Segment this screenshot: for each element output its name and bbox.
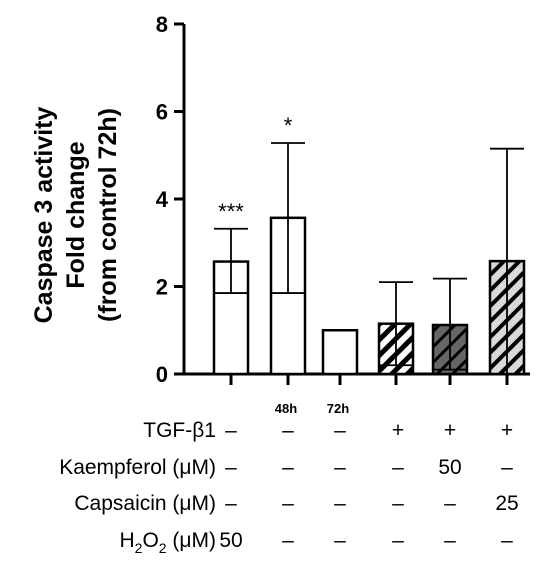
category-labels: 48h 72h (275, 401, 349, 416)
treatment-cell: – (444, 529, 456, 552)
significance-marker: * (284, 113, 293, 138)
treatment-cell: – (282, 456, 294, 479)
y-tick-label: 6 (156, 100, 168, 125)
treatment-row-label: H2O2 (μM) (119, 529, 216, 556)
treatment-row-label: Capsaicin (μM) (74, 492, 216, 515)
treatment-cell: – (334, 529, 346, 552)
treatment-cell: – (334, 456, 346, 479)
treatment-cell: – (282, 419, 294, 442)
y-tick-label: 8 (156, 12, 168, 37)
treatment-cell: – (392, 456, 404, 479)
y-tick-label: 0 (156, 362, 168, 387)
treatment-cell: – (282, 492, 294, 515)
treatment-cell: – (444, 492, 456, 515)
bar (321, 329, 359, 376)
treatment-cell: + (501, 419, 513, 442)
significance-marker: *** (218, 199, 244, 224)
y-axis-label-line-3: (from control 72h) (94, 108, 122, 322)
bar (212, 260, 250, 376)
treatment-cell: + (444, 419, 456, 442)
treatment-cell: – (225, 492, 237, 515)
treatment-cell: – (334, 419, 346, 442)
bars (212, 216, 526, 376)
treatment-cell: + (392, 419, 404, 442)
treatment-cell: – (392, 492, 404, 515)
treatment-cell: – (334, 492, 346, 515)
category-label: 48h (275, 401, 297, 416)
y-tick-label: 2 (156, 275, 168, 300)
y-axis-label-line-1: Caspase 3 activity (30, 107, 58, 324)
treatment-table: TGF-β1– – – + + +Kaempferol (μM) – – – –50 –Capsai… (59, 419, 518, 556)
treatment-cell: – (282, 529, 294, 552)
y-tick-label: 4 (156, 187, 169, 212)
treatment-cell: – (225, 419, 237, 442)
treatment-row-label: Kaempferol (μM) (59, 456, 216, 479)
treatment-cell: – (392, 529, 404, 552)
treatment-cell: 50 (438, 456, 461, 479)
treatment-cell: 50 (219, 529, 242, 552)
error-bars (214, 142, 524, 374)
treatment-row-label: TGF-β1 (143, 419, 216, 442)
treatment-cell: 25 (495, 492, 518, 515)
category-label: 72h (327, 401, 349, 416)
y-axis-label-line-2: Fold change (62, 141, 90, 288)
treatment-cell: – (501, 529, 513, 552)
y-axis-label: Caspase 3 activity Fold change (from con… (30, 107, 122, 324)
significance-markers: **** (218, 113, 293, 224)
treatment-cell: – (501, 456, 513, 479)
treatment-cell: – (225, 456, 237, 479)
